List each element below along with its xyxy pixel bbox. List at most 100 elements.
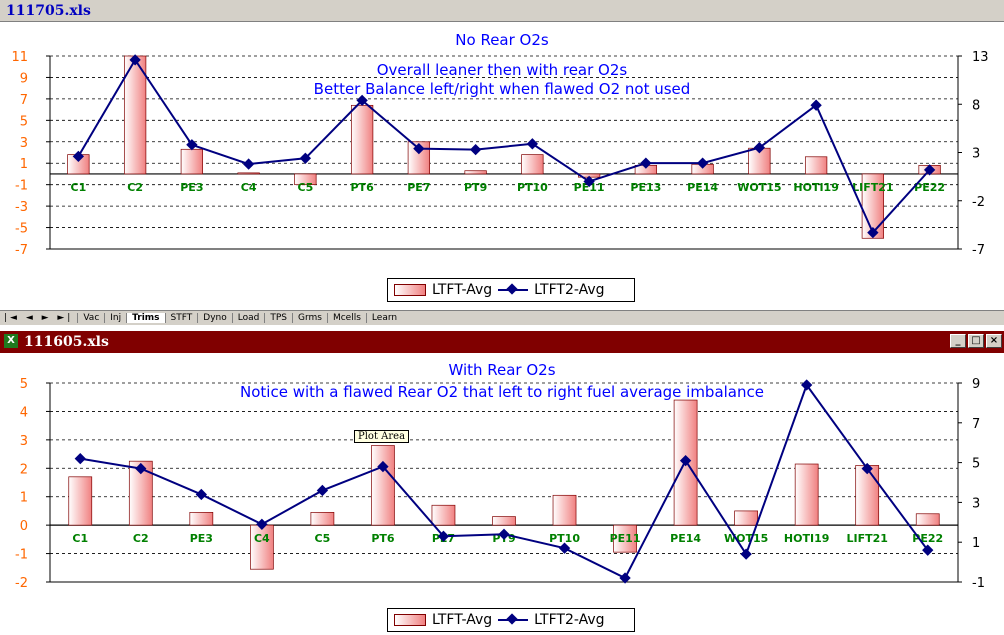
sheet-tab-mcells[interactable]: Mcells [326, 313, 366, 323]
c2-bar-C5 [310, 512, 335, 526]
c1-line-point-PE13 [640, 157, 652, 169]
c2-right-tick-label: 1 [972, 536, 980, 551]
c1-category-label: C1 [71, 181, 87, 194]
c2-bar-C1 [68, 476, 93, 526]
c1-bar-PE3 [180, 148, 204, 175]
window2-controls: _ □ × [950, 334, 1002, 348]
c2-right-tick-label: -1 [972, 576, 985, 591]
c2-bar-PE7 [431, 504, 456, 526]
sheet-tab-load[interactable]: Load [231, 313, 265, 323]
sheet-tab-inj[interactable]: Inj [104, 313, 126, 323]
chart1-annotation-2: Better Balance left/right when flawed O2… [313, 80, 691, 98]
c1-right-tick-label: 3 [972, 147, 980, 162]
c1-bar-PT10 [521, 154, 544, 175]
maximize-button[interactable]: □ [968, 334, 984, 348]
c1-right-tick-label: 13 [972, 50, 989, 65]
c1-category-label: PE3 [180, 181, 203, 194]
c1-line-point-C5 [299, 152, 312, 164]
c1-bar-HOTI19 [804, 156, 828, 175]
c2-category-label: WOT15 [724, 532, 768, 545]
c1-line-point-C2 [129, 54, 141, 66]
c1-category-label: PT6 [351, 181, 375, 194]
plot-area-tooltip: Plot Area [354, 430, 410, 443]
chart2-legend-series1: LTFT-Avg [432, 612, 493, 628]
c1-category-label: C5 [298, 181, 314, 194]
c2-left-tick-label: 0 [20, 519, 28, 534]
c1-left-tick-label: 5 [20, 114, 28, 129]
chart1-legend[interactable]: LTFT-Avg LTFT2-Avg [387, 278, 635, 302]
sheet-tab-stft[interactable]: STFT [164, 313, 198, 323]
c1-line-point-PE22 [923, 164, 936, 176]
c2-bar-PE3 [189, 512, 214, 526]
window1-title-bar[interactable]: 111705.xls [0, 0, 1004, 22]
c2-line-point-C1 [74, 452, 86, 465]
c1-right-tick-label: 8 [972, 98, 980, 113]
c1-category-label: LIFT21 [852, 181, 893, 194]
c2-bar-PT9 [492, 516, 516, 526]
c1-left-tick-label: 1 [20, 157, 28, 172]
c1-category-label: PE7 [407, 181, 430, 194]
c1-line-point-PT9 [469, 143, 482, 156]
c1-category-label: PE11 [574, 181, 605, 194]
c2-bar-PE11 [613, 524, 637, 553]
sheet-tab-trims[interactable]: Trims [126, 313, 165, 323]
c1-category-label: PT10 [517, 181, 548, 194]
chart1-legend-series2: LTFT2-Avg [534, 282, 605, 298]
c1-line-point-LIFT21 [867, 226, 879, 239]
c2-line-point-C5 [316, 484, 329, 497]
c2-left-tick-label: 5 [20, 377, 28, 392]
c2-left-tick-label: 3 [20, 434, 28, 449]
c1-category-label: C4 [241, 181, 257, 194]
c2-bar-C2 [128, 460, 153, 526]
chart2-annotation-1: Notice with a flawed Rear O2 that left t… [240, 383, 764, 401]
sheet-tab-vac[interactable]: Vac [77, 313, 104, 323]
minimize-button[interactable]: _ [950, 334, 966, 348]
c2-category-label: PT10 [549, 532, 580, 545]
c2-bar-HOTI19 [794, 463, 819, 526]
c2-right-tick-label: 9 [972, 377, 980, 392]
c2-category-label: C5 [315, 532, 331, 545]
c2-right-tick-label: 7 [972, 417, 980, 432]
c2-bar-PT6 [371, 445, 395, 526]
c1-bar-C5 [294, 173, 317, 186]
c1-right-tick-label: -2 [972, 195, 985, 210]
sheet-nav-arrows-icon[interactable]: |◄ ◄ ► ►| [4, 313, 74, 323]
c2-line-point-PE3 [195, 488, 207, 501]
c2-bar-PE22 [915, 513, 940, 526]
c2-left-tick-label: 1 [20, 491, 28, 506]
c1-left-tick-label: 3 [20, 136, 28, 151]
c2-category-label: C1 [72, 532, 88, 545]
c1-category-label: PE14 [687, 181, 718, 194]
c2-left-tick-label: 4 [20, 405, 28, 420]
c1-left-tick-label: 9 [20, 71, 28, 86]
legend-bar-swatch-icon [394, 284, 426, 296]
chart1-legend-series1: LTFT-Avg [432, 282, 493, 298]
window2-title-bar[interactable]: X 111605.xls _ □ × [0, 331, 1004, 353]
excel-icon: X [4, 334, 18, 348]
c2-category-label: PE22 [912, 532, 943, 545]
chart2[interactable]: -2-1012345-113579C1C2PE3C4C5PT6PE7PT9PT1… [0, 353, 1004, 635]
sheet-tab-grms[interactable]: Grms [291, 313, 327, 323]
chart1-annotation-1: Overall leaner then with rear O2s [376, 61, 628, 79]
c1-line-point-PE11 [583, 175, 595, 188]
c1-bar-PT9 [464, 170, 487, 175]
c2-category-label: LIFT21 [846, 532, 887, 545]
c1-category-label: PE22 [914, 181, 945, 194]
chart2-title: With Rear O2s [448, 361, 556, 379]
c1-bar-C4 [237, 172, 260, 175]
sheet-tab-learn[interactable]: Learn [365, 313, 402, 323]
c1-bar-PE7 [407, 141, 431, 175]
close-button[interactable]: × [986, 334, 1002, 348]
c1-bar-PT6 [350, 104, 374, 175]
c1-right-tick-label: -7 [972, 243, 985, 258]
c2-line-point-PT6 [377, 460, 389, 473]
chart2-legend[interactable]: LTFT-Avg LTFT2-Avg [387, 608, 635, 632]
sheet-tab-dyno[interactable]: Dyno [197, 313, 231, 323]
sheet-tab-tps[interactable]: TPS [264, 313, 292, 323]
legend-line-swatch-icon [498, 614, 529, 626]
c1-left-tick-label: -1 [15, 179, 28, 194]
c1-category-label: PT9 [464, 181, 487, 194]
window1-title: 111705.xls [6, 3, 91, 19]
c1-category-label: PE13 [630, 181, 661, 194]
